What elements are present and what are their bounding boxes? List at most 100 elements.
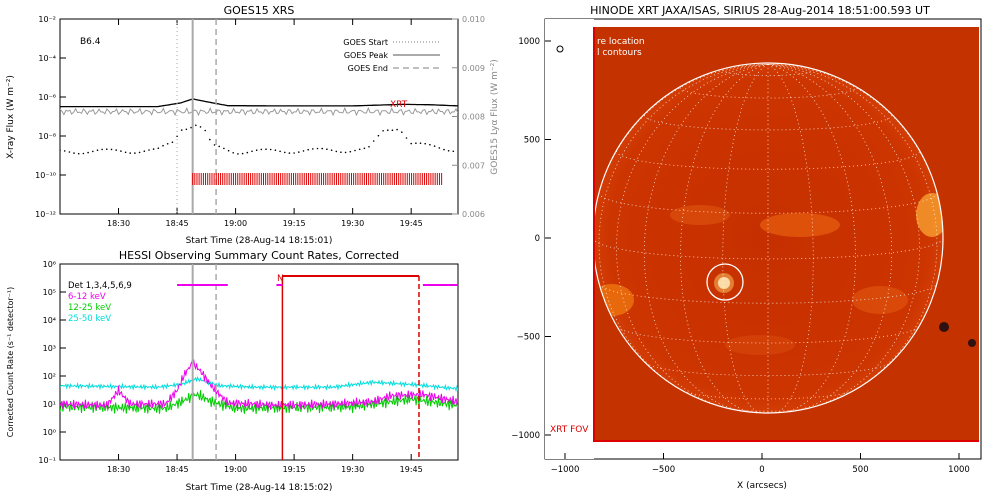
xrt-panel: HINODE XRT JAXA/ISAS, SIRIUS 28-Aug-2014…: [511, 4, 982, 491]
goes-short-channel-point: [377, 134, 380, 137]
goes-short-channel-point: [424, 142, 427, 145]
goes-short-channel-point: [82, 152, 85, 155]
offlimb-spot-2: [968, 339, 976, 347]
goes-short-channel-point: [171, 141, 174, 143]
xrt-xlabel: X (arcsecs): [737, 481, 787, 491]
goes-left-tick-label: 10⁻²: [38, 15, 56, 24]
goes-short-channel-point: [298, 151, 300, 153]
flare-location-circle: [706, 263, 744, 301]
goes-short-channel-point: [92, 150, 94, 153]
goes-short-channel-point: [302, 150, 305, 152]
goes-short-channel-point: [199, 126, 202, 128]
goes-short-channel-point: [106, 148, 108, 150]
hessi-6-12kev-series: [60, 359, 458, 410]
goes-right-tick-label: 0.008: [462, 113, 485, 122]
goes-x-tick-label: 18:45: [166, 219, 189, 228]
goes-short-channel-point: [387, 129, 389, 131]
flare-halo: [714, 273, 734, 293]
goes-legend-label: GOES Peak: [344, 51, 389, 60]
goes-short-channel-point: [110, 148, 113, 151]
goes-short-channel-point: [335, 150, 338, 153]
bright-loop-west: [852, 286, 908, 314]
goes-short-channel-point: [204, 129, 206, 132]
xrt-x-tick-label: 1000: [948, 465, 970, 475]
goes-short-channel-point: [223, 147, 225, 150]
goes-ylabel-left: X-ray Flux (W m⁻²): [6, 75, 16, 159]
xrt-y-tick-label: −500: [517, 333, 540, 343]
goes-short-channel-point: [260, 148, 263, 151]
longitude-gridline: [767, 63, 943, 239]
goes-short-channel-point: [288, 152, 291, 154]
goes-short-channel-point: [307, 148, 310, 151]
hessi-y-tick-label: 10⁰: [43, 428, 56, 437]
goes-short-channel-point: [321, 147, 324, 150]
xrt-axes: −1000 −500 0 500 1000 1000 500 0 −500 −1000: [511, 37, 970, 475]
hessi-y-tick-label: 10⁴: [43, 316, 56, 325]
goes-short-channel-point: [60, 149, 61, 151]
longitude-gridline: [643, 63, 769, 412]
goes-short-channel-point: [279, 150, 281, 153]
hessi-x-tick-label: 19:45: [400, 465, 423, 474]
hessi-y-axis: 10⁶ 10⁵ 10⁴ 10³ 10² 10¹ 10⁰ 10⁻¹: [38, 260, 66, 465]
hessi-x-tick-label: 19:00: [224, 465, 247, 474]
goes-short-channel-point: [251, 150, 253, 153]
goes-panel: GOES15 XRS 10⁻² 10⁻⁴ 10⁻⁶ 10⁻⁸ 10⁻¹⁰ 10⁻¹² 0.…: [6, 4, 500, 246]
goes-legend-label: GOES End: [348, 64, 388, 73]
hessi-y-tick-label: 10¹: [43, 400, 56, 409]
goes-left-tick-label: 10⁻¹⁰: [35, 171, 56, 180]
heliographic-grid: [593, 63, 943, 413]
offlimb-spot: [939, 322, 949, 332]
goes-short-channel-point: [246, 151, 249, 154]
goes-short-channel-point: [134, 152, 136, 154]
goes-x-tick-label: 19:15: [283, 219, 306, 228]
goes-short-channel-point: [138, 151, 141, 154]
goes-left-tick-label: 10⁻⁶: [38, 93, 56, 102]
goes-short-channel-point: [326, 148, 328, 150]
goes-right-axis: 0.010 0.009 0.008 0.007 0.006: [452, 15, 485, 219]
longitude-gridline: [598, 63, 769, 396]
goes-short-channel-point: [396, 128, 398, 131]
goes-right-tick-label: 0.007: [462, 161, 485, 170]
goes-short-channel-point: [349, 150, 352, 153]
hessi-legend-label: 6-12 keV: [68, 292, 106, 302]
goes-ylabel-right: GOES15 Lyα Flux (W m⁻²): [490, 59, 500, 175]
goes-short-channel-point: [284, 151, 286, 154]
goes-short-channel-point: [157, 147, 160, 149]
goes-short-channel-point: [293, 152, 295, 154]
goes-x-axis: 18:30 18:45 19:00 19:15 19:30 19:45: [107, 19, 423, 228]
xrt-fov-outline: [593, 27, 979, 442]
hessi-data-layer: [60, 264, 458, 460]
xrt-fov-label: XRT FOV: [550, 425, 589, 435]
hessi-plot-frame: [59, 263, 459, 461]
goes-short-channel-point: [443, 148, 445, 151]
goes-short-channel-point: [77, 152, 80, 155]
hessi-y-tick-label: 10⁵: [43, 288, 56, 297]
goes-short-channel-point: [410, 142, 413, 145]
goes-short-channel-point: [213, 144, 216, 146]
goes-xrt-label: XRT: [390, 100, 408, 110]
xrt-image-left-margin: [545, 19, 594, 459]
goes-short-channel-point: [415, 142, 417, 144]
goes-short-channel-point: [63, 150, 66, 152]
goes-short-channel-point: [363, 147, 366, 150]
goes-short-channel-point: [87, 151, 89, 154]
goes-lya-series: [60, 106, 458, 117]
goes-long-channel-series: [60, 98, 458, 108]
goes-xlabel: Start Time (28-Aug-14 18:15:01): [186, 236, 333, 246]
goes-short-channel-point: [148, 149, 150, 151]
goes-short-channel-point: [180, 129, 183, 131]
goes-short-channel-point: [124, 151, 127, 154]
goes-flare-class: B6.4: [80, 37, 101, 47]
hessi-panel: HESSI Observing Summary Count Rates, Cor…: [6, 249, 459, 493]
xrt-y-tick-label: 1000: [518, 37, 540, 47]
goes-short-channel-point: [274, 149, 277, 151]
latitude-gridline: [683, 390, 853, 400]
goes-x-tick-label: 18:30: [107, 219, 130, 228]
goes-short-channel-point: [73, 152, 75, 154]
longitude-gridline: [680, 63, 769, 413]
goes-short-channel-point: [162, 144, 164, 147]
hessi-y-tick-label: 10⁶: [43, 260, 56, 269]
goes-short-channel-point: [265, 148, 267, 150]
xrt-x-tick-label: 0: [759, 465, 764, 475]
